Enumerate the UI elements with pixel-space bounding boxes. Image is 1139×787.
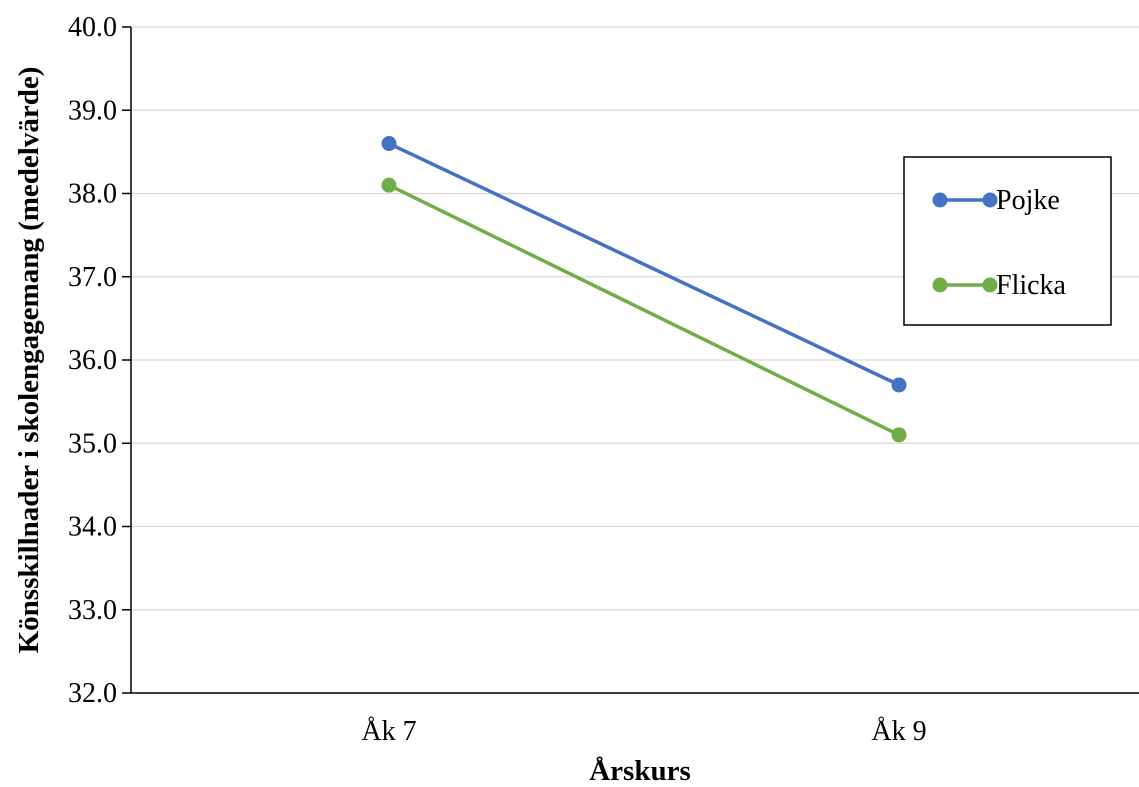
- x-tick-label: Åk 7: [361, 716, 416, 747]
- y-axis-title: Könsskillnader i skolengagemang (medelvä…: [13, 67, 45, 654]
- legend-box: [903, 156, 1112, 326]
- data-point: [891, 377, 907, 393]
- legend-item: Pojke: [932, 185, 1060, 216]
- y-tick-label: 33.0: [68, 595, 117, 626]
- series-pojke: [381, 136, 907, 393]
- legend-marker: [932, 277, 948, 293]
- y-tick-label: 32.0: [68, 678, 117, 709]
- x-tick-label: Åk 9: [871, 716, 926, 747]
- series-flicka: [381, 177, 907, 443]
- y-tick-label: 39.0: [68, 95, 117, 126]
- y-tick-label: 36.0: [68, 345, 117, 376]
- legend: Pojke Flicka: [903, 156, 1112, 326]
- x-axis-title: Årskurs: [589, 755, 691, 787]
- legend-marker: [982, 192, 998, 208]
- y-tick-label: 40.0: [68, 12, 117, 43]
- legend-marker: [932, 192, 948, 208]
- series-line: [388, 141, 900, 387]
- legend-label: Flicka: [996, 270, 1067, 301]
- legend-label: Pojke: [996, 185, 1060, 216]
- series-line: [388, 183, 900, 437]
- series-group: [381, 136, 907, 443]
- y-tick-label: 37.0: [68, 262, 117, 293]
- legend-item: Flicka: [932, 270, 1067, 301]
- data-point: [891, 427, 907, 443]
- gridlines: [131, 26, 1139, 611]
- data-point: [381, 177, 397, 193]
- legend-items: Pojke Flicka: [932, 185, 1067, 301]
- y-tick-label: 35.0: [68, 428, 117, 459]
- legend-marker: [982, 277, 998, 293]
- y-tick-label: 34.0: [68, 512, 117, 543]
- y-tick-label: 38.0: [68, 179, 117, 210]
- y-axis-ticks: 32.0 33.0 34.0 35.0 36.0 37.0 38.0 39.0 40.0: [68, 12, 131, 709]
- data-point: [381, 136, 397, 152]
- x-axis-ticks: Åk 7 Åk 9: [361, 716, 926, 747]
